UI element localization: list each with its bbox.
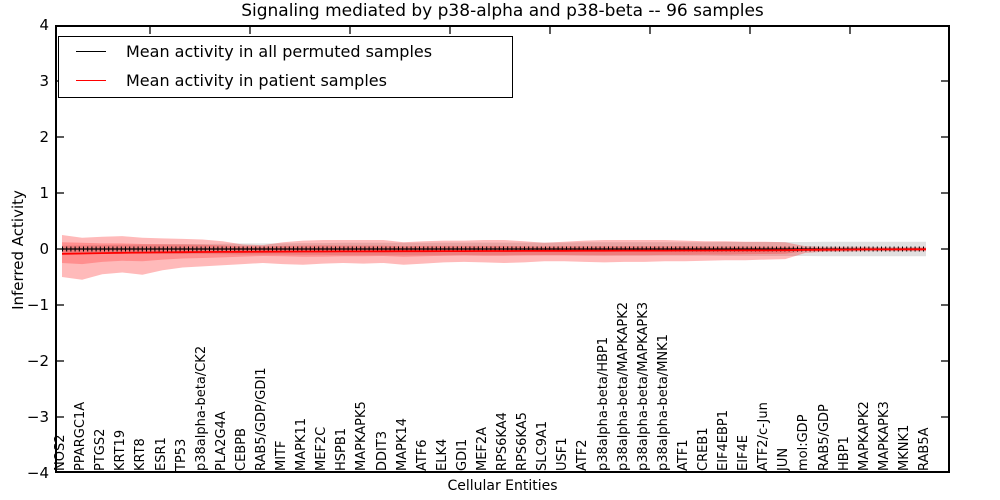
legend-line-black xyxy=(76,51,106,52)
y-tick-label: 4 xyxy=(39,16,49,34)
y-tick-label: −4 xyxy=(26,464,49,482)
legend-item-permuted: Mean activity in all permuted samples xyxy=(59,37,512,66)
legend-label: Mean activity in patient samples xyxy=(126,71,387,90)
y-tick-label: −2 xyxy=(26,352,49,370)
legend-line-red xyxy=(76,80,106,81)
y-tick-label: 3 xyxy=(39,72,49,90)
patient-inner-band xyxy=(62,242,926,265)
legend: Mean activity in all permuted samples Me… xyxy=(58,36,513,98)
chart-canvas xyxy=(55,25,950,473)
legend-label: Mean activity in all permuted samples xyxy=(126,42,433,61)
patient-outer-band xyxy=(62,235,926,280)
y-tick-label: −1 xyxy=(26,296,49,314)
y-tick-label: 0 xyxy=(39,240,49,258)
y-tick-label: −3 xyxy=(26,408,49,426)
legend-item-patient: Mean activity in patient samples xyxy=(59,66,512,95)
y-tick-label: 2 xyxy=(39,128,49,146)
plot-area xyxy=(55,25,950,473)
axes-spines xyxy=(55,25,950,473)
y-tick-label: 1 xyxy=(39,184,49,202)
patient-mean-line xyxy=(61,248,926,255)
x-axis-label: Cellular Entities xyxy=(447,478,558,494)
chart-title: Signaling mediated by p38-alpha and p38-… xyxy=(241,1,764,21)
